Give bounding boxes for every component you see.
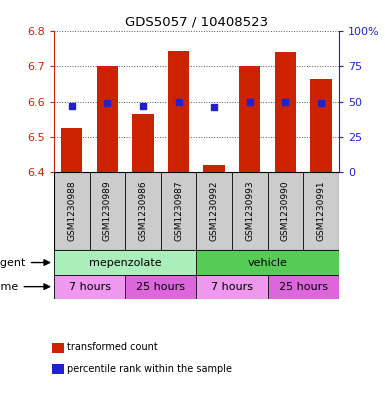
- Text: GSM1230987: GSM1230987: [174, 181, 183, 241]
- Text: GSM1230990: GSM1230990: [281, 181, 290, 241]
- FancyBboxPatch shape: [196, 250, 339, 275]
- Text: mepenzolate: mepenzolate: [89, 257, 161, 268]
- Bar: [310, 79, 332, 172]
- Text: vehicle: vehicle: [248, 257, 288, 268]
- FancyBboxPatch shape: [54, 275, 339, 299]
- Bar: [275, 53, 296, 172]
- Text: 7 hours: 7 hours: [211, 282, 253, 292]
- Text: time: time: [0, 282, 50, 292]
- Bar: [203, 165, 225, 172]
- FancyBboxPatch shape: [54, 275, 125, 299]
- Title: GDS5057 / 10408523: GDS5057 / 10408523: [125, 16, 268, 29]
- Text: GSM1230989: GSM1230989: [103, 181, 112, 241]
- FancyBboxPatch shape: [54, 172, 339, 250]
- Text: 25 hours: 25 hours: [279, 282, 328, 292]
- Bar: [239, 66, 260, 172]
- Text: GSM1230993: GSM1230993: [245, 181, 254, 241]
- Bar: [61, 128, 82, 172]
- Text: GSM1230992: GSM1230992: [210, 181, 219, 241]
- Bar: [168, 51, 189, 172]
- Text: GSM1230991: GSM1230991: [316, 181, 325, 241]
- FancyBboxPatch shape: [54, 250, 339, 275]
- Bar: [132, 114, 154, 172]
- Text: percentile rank within the sample: percentile rank within the sample: [67, 364, 233, 374]
- FancyBboxPatch shape: [268, 275, 339, 299]
- Text: GSM1230988: GSM1230988: [67, 181, 76, 241]
- Text: 25 hours: 25 hours: [136, 282, 185, 292]
- Text: agent: agent: [0, 257, 50, 268]
- Text: GSM1230986: GSM1230986: [139, 181, 147, 241]
- Text: transformed count: transformed count: [67, 342, 158, 353]
- FancyBboxPatch shape: [196, 275, 268, 299]
- Bar: [97, 66, 118, 172]
- Text: 7 hours: 7 hours: [69, 282, 110, 292]
- FancyBboxPatch shape: [54, 250, 196, 275]
- FancyBboxPatch shape: [125, 275, 196, 299]
